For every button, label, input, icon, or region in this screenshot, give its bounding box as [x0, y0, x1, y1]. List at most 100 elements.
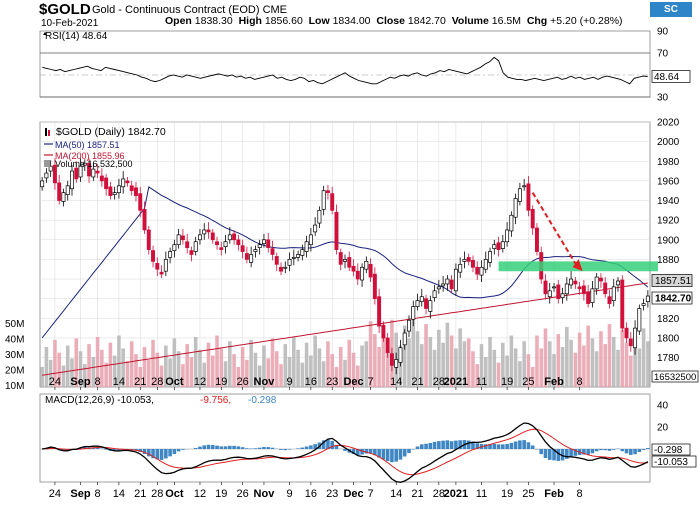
candle-body — [61, 192, 66, 202]
macd-hist-bar — [633, 449, 637, 455]
candle-body — [488, 251, 493, 263]
volume-bar — [637, 348, 642, 387]
macd-legend-hist: -0.298 — [248, 395, 277, 406]
volume-bar — [219, 348, 224, 387]
candle-body — [274, 256, 279, 265]
volume-bar — [518, 361, 522, 387]
low-label: Low — [308, 15, 330, 27]
candle-body — [432, 290, 437, 299]
candle-body — [419, 296, 424, 302]
candle-body — [466, 257, 471, 262]
macd-hist-bar — [266, 447, 271, 449]
volume-bar — [202, 362, 207, 387]
x-tick-label: 14 — [390, 488, 402, 500]
volume-bar — [112, 355, 117, 387]
candle-body — [509, 214, 514, 232]
macd-hist-bar — [309, 445, 313, 449]
candle-body — [453, 268, 458, 292]
macd-hist-bar — [228, 445, 232, 449]
candle-body — [108, 186, 113, 196]
volume-bar — [377, 346, 381, 387]
volume-bar — [577, 332, 582, 387]
volume-bar — [159, 365, 164, 387]
candle-body — [372, 273, 377, 300]
candle-body — [633, 327, 638, 349]
macd-hist-bar — [637, 449, 642, 452]
volume-bar — [445, 322, 450, 387]
candle-body — [236, 239, 241, 246]
candle-body — [313, 224, 318, 233]
macd-hist-bar — [117, 449, 121, 451]
macd-hist-bar — [283, 449, 288, 451]
macd-hist-last-box — [651, 443, 691, 456]
macd-hist-bar — [172, 449, 177, 455]
volume-bar — [616, 349, 620, 387]
macd-hist-bar — [594, 449, 599, 452]
candle-body — [321, 190, 326, 210]
macd-hist-bar — [164, 449, 168, 459]
candle-body — [428, 300, 433, 312]
candle-body — [261, 239, 266, 245]
candle-body — [206, 229, 211, 233]
rsi-tick-label: 70 — [657, 49, 669, 60]
macd-hist-bar — [176, 449, 181, 452]
macd-hist-bar — [539, 449, 544, 455]
candle-body — [44, 172, 49, 179]
macd-hist-bar — [104, 449, 108, 450]
volume-bar — [193, 336, 198, 387]
volume-bar — [415, 331, 420, 387]
x-tick-label: 14 — [113, 488, 125, 500]
volume-last-box — [651, 370, 699, 383]
chg-label: Chg — [526, 15, 548, 27]
close-value: 1842.70 — [407, 15, 446, 27]
macd-hist-bar — [573, 449, 578, 456]
macd-hist-bar — [142, 449, 147, 454]
volume-bar — [313, 335, 317, 387]
candle-body — [530, 209, 535, 229]
ma200-line — [42, 282, 648, 376]
volume-bar — [590, 338, 595, 387]
volume-bar — [164, 345, 168, 387]
open-value: 1838.30 — [194, 15, 233, 27]
macd-hist-bar — [624, 449, 629, 454]
candle-body — [176, 234, 181, 246]
macd-hist-bar — [82, 446, 87, 449]
price-last-box — [651, 291, 693, 305]
macd-hist-bar — [475, 443, 480, 449]
volume-tick-label: 40M — [5, 335, 24, 346]
price-tick-label: 1820 — [657, 314, 680, 325]
rsi-tick-label: 30 — [657, 93, 669, 104]
price-legend-title: $GOLD (Daily) 1842.70 — [56, 126, 166, 138]
x-tick-label: 19 — [215, 488, 227, 500]
volume-bar — [428, 336, 433, 387]
macd-hist-bar — [146, 449, 151, 457]
volume-bar — [483, 356, 488, 387]
candle-body — [300, 249, 305, 256]
volume-bar — [304, 342, 309, 387]
volume-bar — [611, 336, 616, 387]
macd-hist-bar — [368, 449, 373, 454]
macd-legend-name: MACD(12,26,9) -10.053, — [45, 395, 154, 406]
candle-body — [168, 251, 173, 258]
macd-tick-label: 40 — [657, 401, 669, 412]
x-tick-label: 28 — [151, 488, 163, 500]
volume-bar — [121, 348, 125, 387]
candle-legend-icon — [45, 128, 47, 136]
candle-body — [424, 298, 429, 309]
volume-bar — [151, 339, 155, 387]
candle-body — [112, 192, 117, 195]
candle-body — [215, 241, 219, 246]
x-axes: 24 Sep 8 14 21 28 Oct 12 19 26 Nov 9 16 23 Dec 7 14 21 282… — [49, 376, 583, 500]
volume-bar — [385, 339, 390, 387]
candle-body — [368, 263, 373, 278]
price-tick-label: 1800 — [657, 333, 680, 344]
macd-hist-bar — [202, 445, 207, 449]
volume-bar — [356, 365, 360, 387]
volume-bar — [586, 325, 590, 387]
volume-bar — [309, 355, 313, 387]
corner-badge[interactable]: SC — [650, 2, 692, 17]
volume-bar — [296, 349, 300, 387]
macd-hist-bar — [441, 440, 445, 449]
candle-body — [415, 300, 420, 307]
